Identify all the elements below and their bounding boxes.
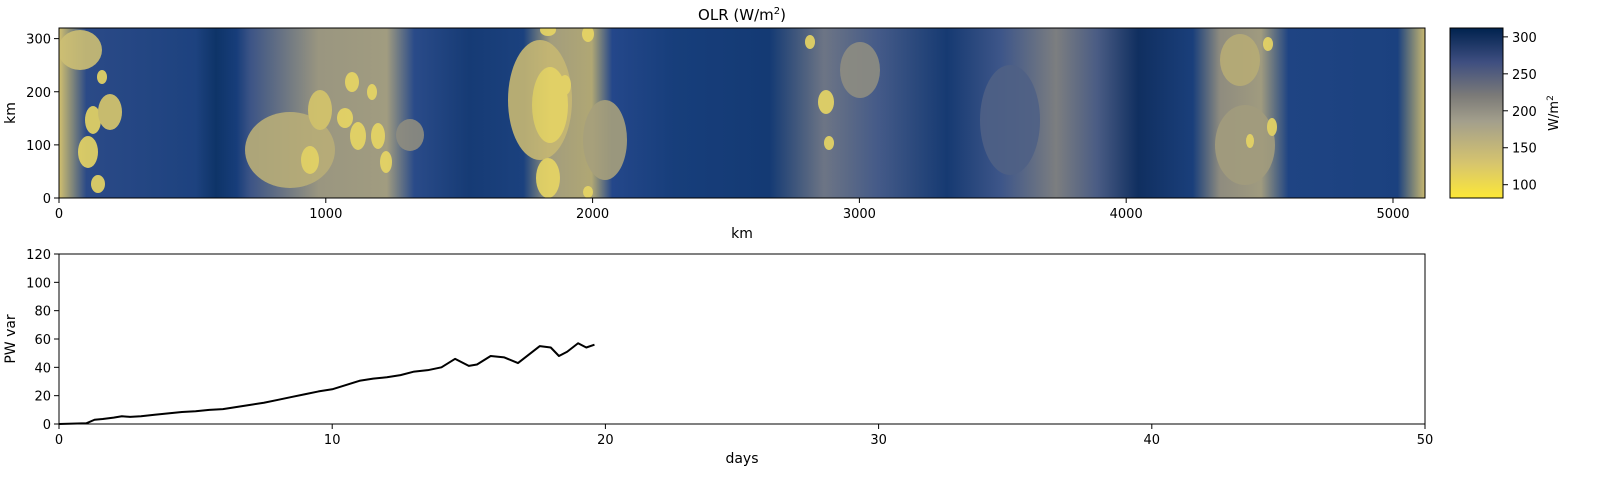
heatmap-x-tick-label: 0 [55,207,63,222]
cloud-blob [559,75,571,95]
line-plot-frame [58,253,1426,425]
colorbar-label-main: W/m [1547,101,1562,131]
heatmap-title-end: ) [780,6,786,24]
line-y-axis: 0 20 40 60 80 100 120 [26,248,59,433]
heatmap-y-tick-label: 100 [26,139,51,154]
line-x-tick-label: 30 [870,433,887,448]
cloud-blob [582,28,594,42]
cloud-blob [337,108,353,128]
line-y-tick-label: 60 [34,333,51,348]
cloud-blob [396,119,424,151]
heatmap-x-tick-label: 2000 [576,207,609,222]
colorbar-gradient [1449,27,1504,199]
heatmap-x-tick-label: 1000 [309,207,342,222]
heatmap-y-label: km [3,102,19,124]
line-x-tick-label: 50 [1417,433,1434,448]
heatmap-title: OLR (W/m2) [698,6,786,24]
cloud-blob [1267,118,1277,136]
cloud-blob [59,30,102,70]
cloud-blob [536,158,560,198]
line-y-tick-label: 120 [26,248,51,263]
heatmap-y-tick-label: 0 [43,192,51,207]
line-y-tick-label: 40 [34,361,51,376]
heatmap-x-tick-label: 3000 [843,207,876,222]
cloud-blob [85,106,101,134]
line-y-tick-label: 0 [43,418,51,433]
heatmap-x-label: km [731,226,753,242]
line-x-tick-label: 10 [324,433,341,448]
pw-var-panel: 0 10 20 30 40 50 0 20 40 60 80 100 120 days PW var [3,248,1433,467]
cloud-blob [371,123,385,149]
cloud-blob [824,136,834,150]
line-x-axis: 0 10 20 30 40 50 [55,424,1433,448]
colorbar-label: W/m2 [1546,95,1562,131]
cloud-blob [583,100,627,180]
cloud-blob [301,146,319,174]
colorbar-label-sup: 2 [1546,95,1556,101]
cloud-blob [1215,105,1275,185]
line-y-tick-label: 80 [34,305,51,320]
cloud-blob [840,42,880,98]
line-x-tick-label: 0 [55,433,63,448]
colorbar-tick-label: 150 [1512,142,1537,157]
line-x-tick-label: 40 [1144,433,1161,448]
heatmap-x-tick-label: 5000 [1376,207,1409,222]
cloud-blob [818,90,834,114]
heatmap-title-main: OLR (W/m [698,6,774,24]
cloud-blob [1246,134,1254,148]
line-y-tick-label: 20 [34,390,51,405]
heatmap-y-tick-label: 300 [26,33,51,48]
colorbar: 100 150 200 250 300 W/m2 [1449,27,1562,199]
heatmap-x-tick-label: 4000 [1110,207,1143,222]
heatmap-y-tick-label: 200 [26,86,51,101]
cloud-blob [583,186,593,198]
line-x-tick-label: 20 [597,433,614,448]
cloud-blob [350,122,366,150]
line-x-label: days [725,451,758,467]
colorbar-ticks: 100 150 200 250 300 [1503,31,1537,194]
cloud-blob [805,35,815,49]
line-y-tick-label: 100 [26,276,51,291]
colorbar-tick-label: 250 [1512,68,1537,83]
heatmap-x-axis: 0 1000 2000 3000 4000 5000 [55,198,1410,222]
cloud-blob [97,70,107,84]
cloud-blob [540,28,556,36]
cloud-blob [1220,34,1260,86]
cloud-blob [367,84,377,100]
cloud-blob [91,175,105,193]
cloud-blob [78,136,98,168]
line-y-label: PW var [3,314,19,364]
cloud-blob [308,90,332,130]
cloud-clusters [59,28,1277,198]
cloud-blob [380,151,392,173]
cloud-blob [532,67,568,143]
heatmap-frame [58,27,1426,199]
cloud-blob [345,72,359,92]
colorbar-tick-label: 200 [1512,105,1537,120]
heatmap-y-axis: 0 100 200 300 [26,33,59,207]
cloud-blob [980,65,1040,175]
cloud-blob [1263,37,1273,51]
cloud-blob [98,94,122,130]
colorbar-tick-label: 300 [1512,31,1537,46]
olr-heatmap-panel: OLR (W/m2) [3,6,1562,242]
heatmap-title-sup: 2 [774,6,780,17]
pw-var-series-line [58,342,595,425]
heatmap-field [59,28,1425,198]
colorbar-tick-label: 100 [1512,179,1537,194]
